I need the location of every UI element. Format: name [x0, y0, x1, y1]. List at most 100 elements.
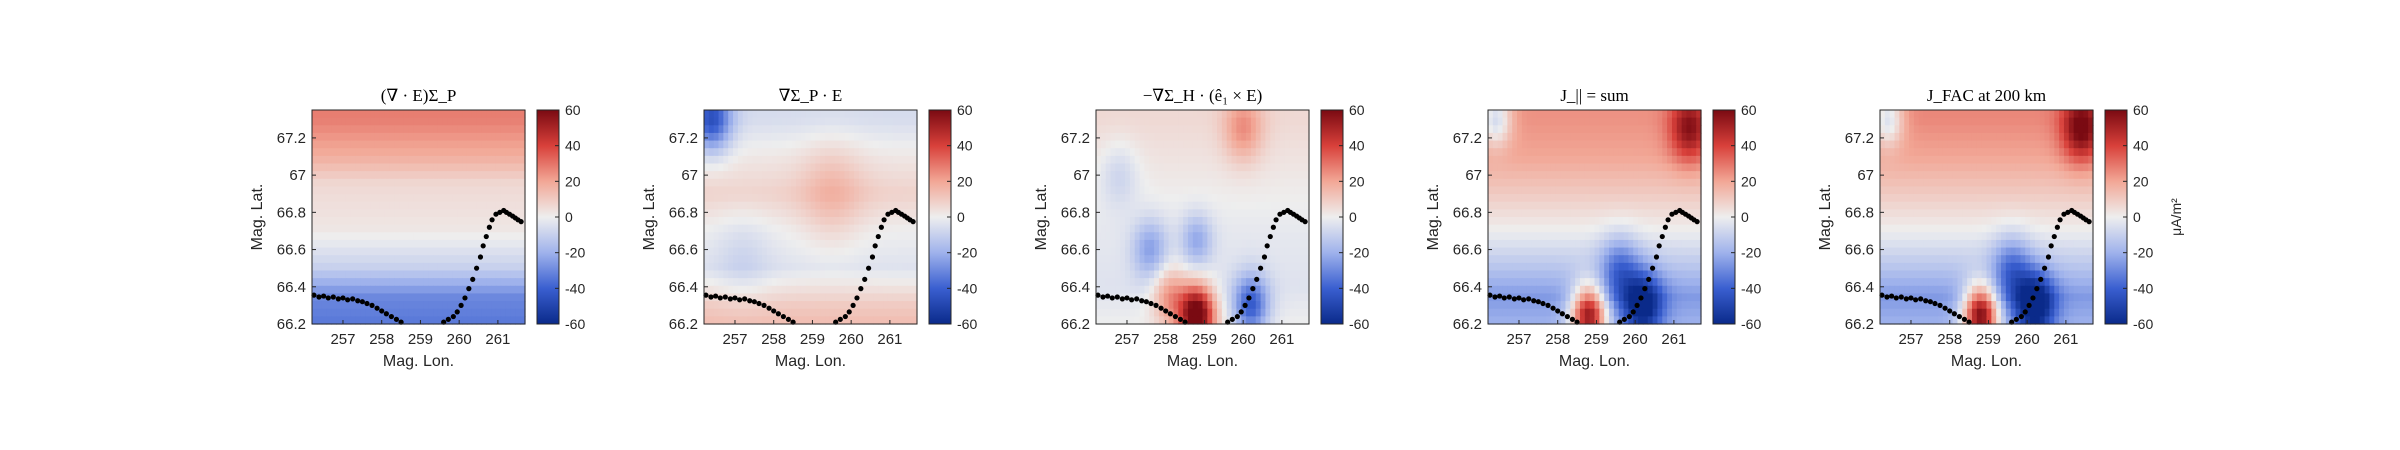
heatmap-cell: [1555, 140, 1562, 149]
heatmap-cell: [883, 194, 889, 203]
heatmap-cell: [360, 301, 366, 310]
heatmap-cell: [408, 155, 415, 165]
heatmap-cell: [374, 270, 381, 279]
heatmap-cell: [1236, 155, 1242, 165]
heatmap-cell: [312, 270, 318, 279]
heatmap-cell: [800, 232, 807, 241]
heatmap-cell: [1221, 301, 1228, 310]
heatmap-cell: [379, 201, 386, 210]
heatmap-cell: [902, 132, 908, 142]
heatmap-cell: [757, 316, 763, 325]
heatmap-cell: [374, 201, 381, 210]
heatmap-cell: [1691, 201, 1697, 210]
heatmap-cell: [1570, 201, 1576, 210]
heatmap-cell: [708, 171, 715, 180]
heatmap-cell: [723, 232, 729, 241]
heatmap-cell: [1570, 178, 1576, 188]
heatmap-cell: [355, 163, 362, 172]
heatmap-cell: [762, 163, 768, 172]
heatmap-cell: [1134, 171, 1141, 180]
heatmap-cell: [1579, 224, 1586, 233]
heatmap-cell: [839, 285, 845, 295]
heatmap-cell: [1633, 217, 1639, 226]
heatmap-cell: [733, 132, 739, 142]
heatmap-cell: [360, 239, 366, 249]
heatmap-cell: [457, 247, 463, 256]
heatmap-cell: [1570, 194, 1576, 203]
heatmap-cell: [805, 209, 812, 218]
heatmap-cell: [1560, 262, 1567, 272]
heatmap-cell: [1604, 247, 1610, 256]
heatmap-cell: [312, 308, 318, 317]
heatmap-cell: [742, 132, 749, 142]
heatmap-cell: [447, 255, 453, 264]
heatmap-cell: [1671, 140, 1678, 149]
heatmap-cell: [1623, 232, 1629, 241]
heatmap-cell: [1275, 201, 1281, 210]
heatmap-cell: [1197, 293, 1204, 302]
heatmap-cell: [1183, 293, 1189, 302]
heatmap-cell: [723, 171, 729, 180]
heatmap-cell: [1187, 278, 1194, 287]
heatmap-cell: [892, 247, 899, 256]
heatmap-cell: [442, 255, 449, 264]
heatmap-cell: [897, 171, 904, 180]
heatmap-cell: [1250, 316, 1257, 325]
heatmap-cell: [1250, 301, 1257, 310]
heatmap-cell: [844, 278, 850, 287]
heatmap-cell: [1187, 301, 1194, 310]
heatmap-cell: [1265, 132, 1271, 142]
heatmap-cell: [849, 148, 855, 157]
heatmap-cell: [495, 316, 502, 325]
heatmap-cell: [1599, 201, 1605, 210]
heatmap-cell: [1579, 262, 1586, 272]
heatmap-cell: [466, 110, 473, 119]
heatmap-cell: [863, 178, 870, 188]
heatmap-cell: [1536, 255, 1542, 264]
heatmap-cell: [1531, 148, 1538, 157]
heatmap-cell: [1541, 140, 1547, 149]
heatmap-cell: [1241, 140, 1247, 149]
heatmap-cell: [1096, 232, 1102, 241]
heatmap-cell: [423, 155, 429, 165]
heatmap-cell: [510, 308, 516, 317]
heatmap-cell: [1546, 217, 1552, 226]
heatmap-cell: [1236, 163, 1242, 172]
colorbar-tick-label: 60: [957, 102, 973, 118]
heatmap-cell: [795, 186, 802, 195]
heatmap-cell: [1507, 239, 1513, 249]
heatmap-cell: [844, 217, 850, 226]
heatmap-cell: [1686, 186, 1692, 195]
heatmap-cell: [457, 186, 463, 195]
heatmap-cell: [1192, 140, 1199, 149]
heatmap-cell: [1609, 262, 1615, 272]
heatmap-cell: [1294, 278, 1300, 287]
heatmap-cell: [873, 178, 879, 188]
heatmap-cell: [1217, 247, 1223, 256]
heatmap-cell: [1110, 178, 1116, 188]
colorbar-tick-label: 0: [565, 209, 573, 225]
heatmap-cell: [786, 262, 792, 272]
heatmap-cell: [1642, 201, 1649, 210]
heatmap-cell: [1144, 117, 1150, 126]
heatmap-cell: [428, 155, 434, 165]
heatmap-cell: [849, 308, 855, 317]
heatmap-cell: [912, 194, 918, 203]
heatmap-cell: [1662, 209, 1668, 218]
heatmap-cell: [1565, 186, 1571, 195]
track-point: [330, 294, 336, 300]
heatmap-cell: [820, 117, 826, 126]
heatmap-cell: [1633, 171, 1639, 180]
heatmap-cell: [1299, 148, 1305, 157]
heatmap-cell: [1168, 232, 1175, 241]
heatmap-cell: [1681, 163, 1688, 172]
heatmap-cell: [1279, 278, 1286, 287]
heatmap-cell: [1105, 132, 1112, 142]
heatmap-cell: [776, 247, 783, 256]
heatmap-cell: [336, 110, 342, 119]
heatmap-cell: [1507, 148, 1513, 157]
heatmap-cell: [312, 155, 318, 165]
heatmap-cell: [1139, 316, 1146, 325]
heatmap-cell: [1575, 209, 1581, 218]
heatmap-cell: [766, 171, 773, 180]
